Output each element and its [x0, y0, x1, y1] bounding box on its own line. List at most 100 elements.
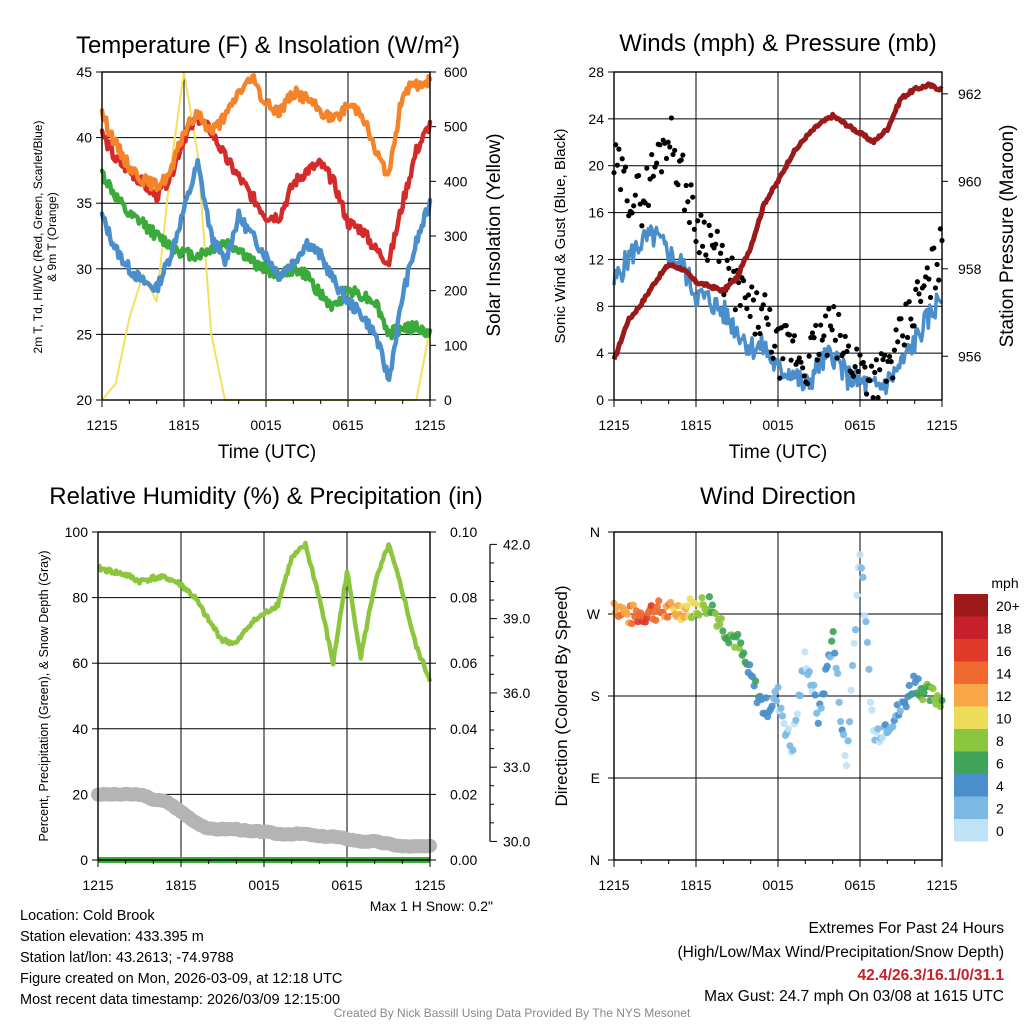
wind-gust-point — [806, 353, 812, 359]
direction-point — [762, 694, 770, 702]
rh-y2tick-label: 0.04 — [450, 721, 477, 737]
rh-ytick-label: 60 — [72, 655, 88, 671]
wind-gust-point — [831, 304, 837, 310]
direction-point — [737, 639, 745, 647]
legend-label: 14 — [996, 666, 1012, 682]
wind-gust-point — [796, 355, 802, 361]
wind-gust-point — [719, 242, 725, 248]
direction-point — [863, 638, 872, 647]
wind-gust-point — [850, 373, 857, 379]
wind-gust-point — [875, 395, 881, 401]
direction-point — [768, 702, 776, 710]
wind-gust-point — [670, 151, 676, 158]
wind-gust-point — [870, 395, 876, 401]
wind-gust-point — [752, 331, 758, 337]
direction-point — [810, 681, 818, 689]
winds-ylabel-left: Sonic Wind & Gust (Blue, Black) — [552, 128, 569, 343]
rh-y2tick-label: 0.02 — [450, 786, 477, 802]
temp-xtick-label: 1215 — [86, 417, 117, 433]
wind-xtick-label: 1815 — [680, 417, 711, 433]
direction-point — [811, 691, 819, 699]
wind-gust-point — [900, 333, 906, 339]
direction-point — [655, 597, 663, 605]
direction-point — [647, 602, 655, 610]
direction-point — [914, 675, 922, 683]
wind-gust-point — [699, 243, 706, 249]
wind-gust-point — [852, 364, 858, 370]
extremes-title: Extremes For Past 24 Hours — [808, 920, 1004, 937]
direction-point — [905, 681, 913, 690]
wind-gust-point — [685, 199, 691, 205]
wind-gust-point — [614, 162, 620, 168]
direction-point — [789, 746, 797, 754]
wind-gust-point — [813, 322, 819, 329]
direction-point — [936, 702, 945, 711]
dir-ytick-label: S — [591, 688, 600, 704]
direction-point — [847, 686, 855, 694]
wind-gust-point — [644, 165, 650, 171]
wind-gust-point — [800, 365, 806, 371]
wind-gust-point — [693, 238, 699, 245]
wind-ytick-label: 4 — [596, 345, 604, 361]
temp-ytick-label: 30 — [76, 261, 92, 277]
wind-gust-point — [798, 359, 804, 365]
wind-gust-point — [783, 322, 789, 329]
direction-point — [920, 688, 928, 697]
wind-gust-point — [616, 146, 622, 152]
extremes-subtitle: (High/Low/Max Wind/Precipitation/Snow De… — [677, 944, 1005, 961]
wind-ytick-label: 8 — [596, 298, 604, 314]
direction-point — [868, 706, 876, 714]
direction-point — [792, 716, 800, 724]
legend-label: 16 — [996, 643, 1012, 659]
temp-xtick-label: 0015 — [250, 417, 281, 433]
dir-ytick-label: E — [591, 770, 600, 786]
wind-gust-point — [908, 316, 914, 322]
wind-gust-point — [704, 257, 711, 263]
wind-gust-point — [916, 291, 922, 297]
wind-gust-point — [629, 210, 635, 216]
legend-label: 8 — [996, 733, 1004, 749]
dir-xtick-label: 1215 — [598, 877, 629, 893]
wind-gust-point — [696, 250, 702, 256]
legend-label: 18 — [996, 621, 1012, 637]
wind-gust-point — [788, 357, 794, 363]
direction-point — [835, 698, 843, 706]
wind-gust-point — [698, 212, 704, 218]
wind-gust-point — [804, 381, 811, 387]
credit-text: Created By Nick Bassill Using Data Provi… — [333, 1006, 691, 1020]
wind-gust-point — [737, 302, 743, 309]
wind-y2tick-label: 960 — [958, 173, 982, 189]
wind-gust-point — [744, 305, 750, 312]
legend-label: 6 — [996, 756, 1004, 772]
winds-ylabel-right: Station Pressure (Maroon) — [997, 125, 1018, 348]
wind-ytick-label: 20 — [588, 158, 604, 174]
temperature-panel: Temperature (F) & Insolation (W/m²) Time… — [31, 32, 505, 463]
wind-gust-point — [755, 324, 761, 330]
wind-gust-point — [768, 349, 775, 355]
wind-gust-point — [675, 182, 681, 188]
wind-gust-point — [636, 172, 642, 179]
direction-point — [740, 649, 748, 657]
wind-gust-point — [619, 156, 625, 162]
legend-swatch — [954, 706, 988, 729]
wind-xtick-label: 0615 — [844, 417, 875, 433]
direction-point — [774, 683, 782, 691]
direction-point — [780, 719, 788, 728]
direction-point — [862, 618, 870, 626]
station-info: Location: Cold Brook Station elevation: … — [20, 906, 342, 1011]
wind-gust-point — [657, 142, 663, 148]
direction-point — [687, 614, 696, 622]
wind-gust-point — [913, 286, 919, 293]
humidity-title: Relative Humidity (%) & Precipitation (i… — [49, 483, 482, 510]
temp-y2tick-label: 300 — [444, 228, 468, 244]
direction-point — [719, 627, 727, 635]
extremes-values: 42.4/26.3/16.1/0/31.1 — [857, 967, 1004, 984]
wind-gust-point — [842, 333, 848, 340]
direction-point — [823, 662, 831, 670]
wind-gust-point — [691, 226, 697, 232]
direction-point — [683, 602, 691, 610]
wind-gust-point — [836, 311, 842, 318]
wind-gust-point — [886, 353, 893, 360]
wind-gust-point — [791, 333, 798, 339]
wind-gust-point — [663, 155, 670, 162]
